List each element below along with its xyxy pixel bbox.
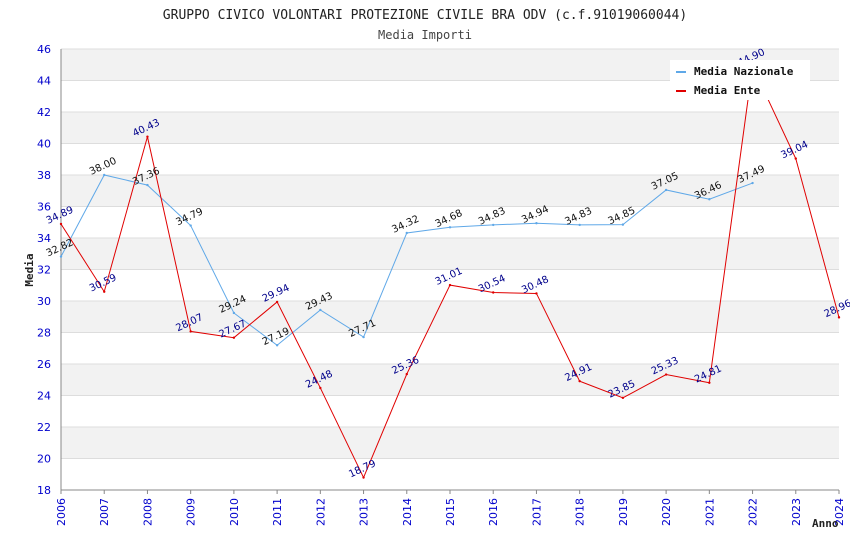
grid-lines <box>61 48 839 491</box>
y-tick-labels: 18 20 22 24 26 28 30 32 34 36 38 40 42 44 46 <box>37 43 51 497</box>
data-point-media-ente <box>189 330 192 333</box>
y-tick-label: 26 <box>37 358 51 371</box>
data-point-media-ente <box>621 396 625 400</box>
y-tick-label: 42 <box>37 106 51 119</box>
x-tick-label: 2022 <box>747 498 760 526</box>
grid-band <box>61 332 839 364</box>
x-tick-label: 2015 <box>444 498 457 526</box>
grid-band <box>61 143 839 175</box>
x-tick-label: 2012 <box>314 498 327 526</box>
axes <box>60 49 840 494</box>
y-tick-label: 44 <box>37 75 51 88</box>
y-tick-label: 24 <box>37 390 51 403</box>
x-tick-label: 2011 <box>271 498 284 526</box>
data-point-media-ente <box>103 290 106 293</box>
x-tick-label: 2019 <box>617 498 630 526</box>
y-tick-label: 40 <box>37 138 51 151</box>
y-axis-label: Media <box>23 253 36 286</box>
data-point-media-ente <box>708 381 711 384</box>
y-tick-label: 36 <box>37 201 51 214</box>
data-point-media-ente <box>232 336 236 339</box>
data-point-media-ente <box>146 135 149 138</box>
y-tick-label: 28 <box>37 327 51 340</box>
grid-band <box>61 112 839 144</box>
chart-subtitle: Media Importi <box>378 28 472 42</box>
y-tick-label: 30 <box>37 295 51 308</box>
x-tick-label: 2007 <box>98 498 111 526</box>
data-point-media-nazionale <box>621 223 625 226</box>
data-point-media-nazionale <box>751 181 754 185</box>
grid-band <box>61 238 839 270</box>
x-tick-label: 2006 <box>55 498 68 526</box>
chart-title: GRUPPO CIVICO VOLONTARI PROTEZIONE CIVIL… <box>163 8 687 23</box>
data-point-media-nazionale <box>319 308 322 312</box>
grid-band <box>61 427 839 459</box>
data-point-media-nazionale <box>448 226 452 229</box>
legend-label-media-nazionale: Media Nazionale <box>694 65 794 78</box>
x-tick-label: 2013 <box>358 498 371 526</box>
grid-band <box>61 395 839 427</box>
grid-band <box>61 206 839 238</box>
data-point-media-nazionale <box>535 221 538 225</box>
x-tick-label: 2024 <box>833 498 846 526</box>
data-point-media-nazionale <box>578 223 581 227</box>
data-point-media-nazionale <box>275 344 279 347</box>
grid-band <box>61 364 839 396</box>
data-point-media-nazionale <box>232 311 236 315</box>
grid-bands <box>61 49 839 490</box>
y-tick-label: 18 <box>37 484 51 497</box>
x-tick-label: 2020 <box>660 498 673 526</box>
data-point-media-nazionale <box>362 335 365 339</box>
x-tick-label: 2010 <box>228 498 241 526</box>
x-axis-label: Anno <box>812 517 839 530</box>
legend-box <box>670 60 810 100</box>
grid-band <box>61 458 839 490</box>
data-point-media-nazionale <box>405 231 408 235</box>
x-tick-labels: 2006 2007 2008 2009 2010 2011 2012 2013 2014 2015… <box>55 498 846 526</box>
data-point-media-ente <box>362 476 365 479</box>
grid-band <box>61 301 839 333</box>
data-point-media-ente <box>319 386 322 390</box>
data-point-media-ente <box>275 300 279 304</box>
y-tick-label: 34 <box>37 232 51 245</box>
x-tick-label: 2008 <box>141 498 154 526</box>
data-point-media-nazionale <box>103 173 106 177</box>
data-point-media-ente <box>837 316 841 319</box>
legend: Media Nazionale Media Ente <box>670 60 810 100</box>
data-point-media-ente <box>448 283 452 287</box>
y-tick-label: 38 <box>37 169 51 182</box>
data-point-media-ente <box>664 373 668 376</box>
data-point-media-nazionale <box>189 224 192 227</box>
legend-label-media-ente: Media Ente <box>694 84 761 97</box>
x-tick-label: 2018 <box>574 498 587 526</box>
data-point-media-ente <box>59 222 63 226</box>
y-tick-label: 22 <box>37 421 51 434</box>
data-point-media-nazionale <box>708 198 711 201</box>
x-tick-label: 2016 <box>487 498 500 526</box>
data-point-media-ente <box>794 157 797 160</box>
data-point-media-ente <box>405 372 408 376</box>
x-tick-label: 2009 <box>185 498 198 526</box>
x-tick-label: 2023 <box>790 498 803 526</box>
data-point-media-ente <box>492 291 495 294</box>
x-tick-label: 2014 <box>401 498 414 526</box>
data-point-media-ente <box>535 292 538 295</box>
data-point-media-nazionale <box>664 188 668 192</box>
data-point-media-ente <box>578 379 581 383</box>
data-point-media-nazionale <box>59 255 63 258</box>
y-tick-label: 32 <box>37 264 51 277</box>
data-point-media-nazionale <box>146 183 149 187</box>
x-tick-label: 2017 <box>530 498 543 526</box>
grid-band <box>61 175 839 207</box>
y-tick-label: 46 <box>37 43 51 56</box>
data-point-media-nazionale <box>492 223 495 227</box>
y-tick-label: 20 <box>37 453 51 466</box>
x-tick-label: 2021 <box>703 498 716 526</box>
